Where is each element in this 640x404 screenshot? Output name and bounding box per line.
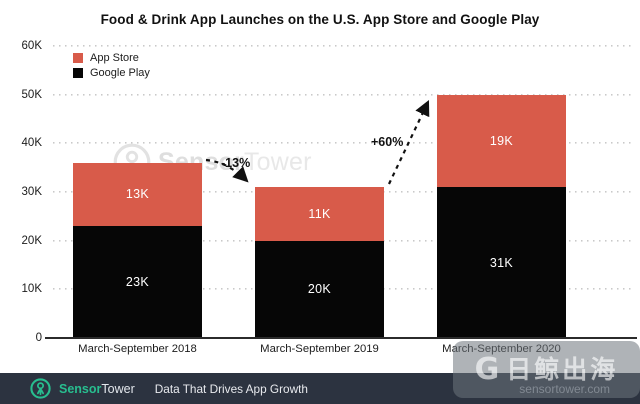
stacked-bar: 11K 20K [255,187,384,338]
app-store-segment: 13K [73,162,202,227]
y-axis-tick-label: 60K [21,40,42,52]
legend-label: App Store [90,52,139,64]
legend-item: App Store [73,52,150,64]
plot-area: SensorTower 13K 23K 11K 20K 19K 31K [47,45,635,338]
y-axis-tick-label: 0 [35,332,42,344]
legend-item: Google Play [73,67,150,79]
footer-bar: SensorTower Data That Drives App Growth … [0,373,640,404]
y-axis-tick-label: 30K [21,186,42,198]
chart-title: Food & Drink App Launches on the U.S. Ap… [100,12,540,27]
footer-brand-light: Tower [101,381,135,396]
app-store-segment: 19K [437,94,566,188]
stacked-bar: 19K 31K [437,94,566,338]
app-store-segment: 11K [255,187,384,241]
footer-tagline: Data That Drives App Growth [154,381,308,396]
stacked-bar: 13K 23K [73,162,202,338]
segment-value-label: 13K [125,187,150,202]
legend: App Store Google Play [73,52,150,82]
legend-swatch [73,53,83,63]
legend-swatch [73,68,83,78]
y-axis-tick-label: 20K [21,234,42,247]
y-axis-tick-label: 40K [21,137,42,150]
google-play-segment: 31K [437,187,566,338]
footer-site: sensortower.com [519,381,610,396]
y-axis-tick-label: 50K [21,88,42,101]
segment-value-label: 31K [489,255,514,270]
x-axis-category-label: March-September 2019 [260,343,379,355]
segment-value-label: 19K [489,133,514,148]
legend-label: Google Play [90,67,150,79]
footer-brand-bold: Sensor [59,381,102,396]
y-axis-tick-label: 10K [21,283,42,296]
annotation-growth: +60% [371,135,404,149]
x-axis-category-label: March-September 2018 [78,343,197,355]
google-play-segment: 23K [73,226,202,338]
annotation-decline: -13% [221,156,251,170]
x-axis-line [45,337,637,339]
gridline [53,93,635,96]
sensortower-logo-icon [30,378,51,399]
gridline [53,45,635,47]
google-play-segment: 20K [255,240,384,338]
x-axis-category-label: March-September 2020 [442,343,561,355]
segment-value-label: 23K [125,275,150,290]
watermark-brand-light: Tower [243,147,312,176]
segment-value-label: 20K [307,282,332,297]
segment-value-label: 11K [308,206,331,221]
gridline [53,142,635,145]
footer-brand: SensorTower [59,382,135,396]
